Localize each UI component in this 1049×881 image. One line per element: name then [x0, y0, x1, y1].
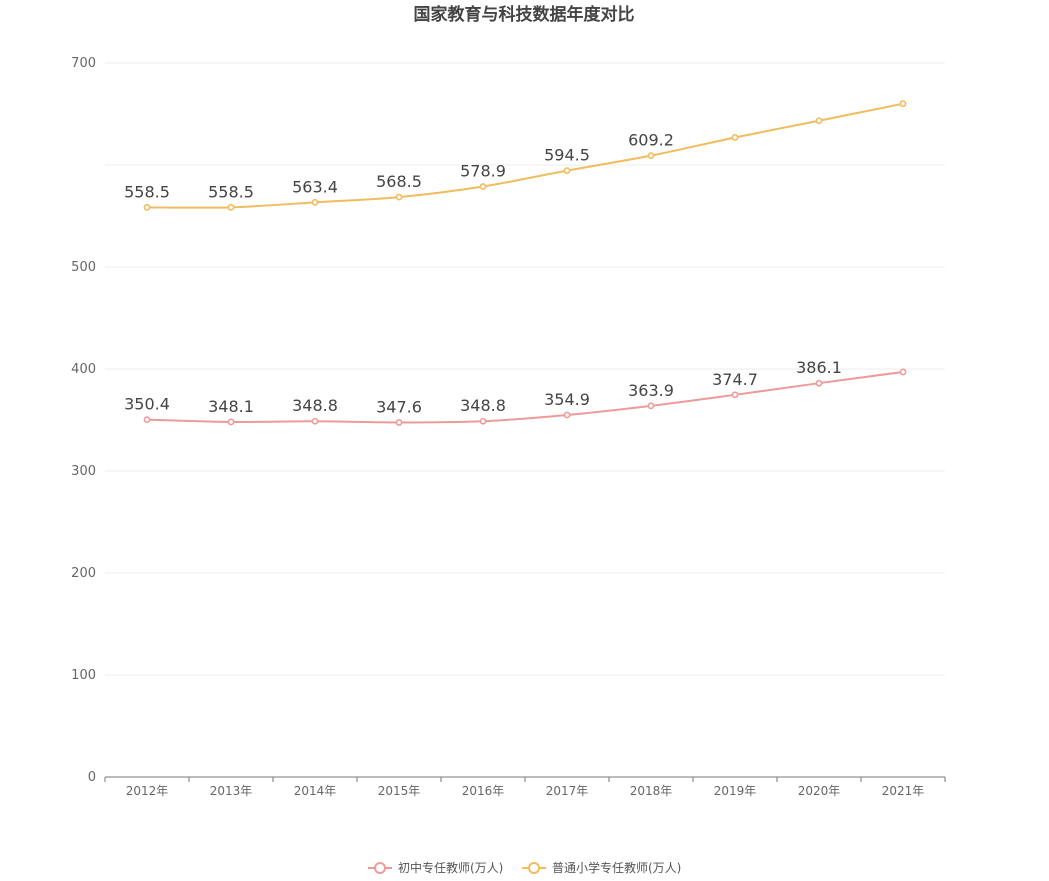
data-label: 386.1 [796, 358, 842, 377]
data-label: 568.5 [376, 172, 422, 191]
legend[interactable]: 初中专任教师(万人) 普通小学专任教师(万人) [368, 860, 681, 875]
data-point[interactable] [563, 167, 571, 175]
x-tick-label: 2012年 [126, 784, 169, 798]
data-label: 558.5 [124, 182, 170, 201]
x-tick-label: 2015年 [378, 784, 421, 798]
x-tick-label: 2017年 [546, 784, 589, 798]
data-point[interactable] [899, 368, 907, 376]
x-tick-label: 2018年 [630, 784, 673, 798]
data-point[interactable] [731, 134, 739, 141]
chart-title: 国家教育与科技数据年度对比 [414, 4, 635, 25]
axes: 0 100 200 300 400 500 700 2012年 2013年 2014年 2015年 2… [71, 56, 946, 798]
data-label: 374.7 [712, 370, 758, 389]
data-label: 354.9 [544, 390, 590, 409]
y-tick-label: 100 [71, 668, 96, 683]
y-tick-label: 200 [71, 566, 96, 581]
data-label: 563.4 [292, 177, 338, 196]
data-point[interactable] [647, 402, 655, 410]
data-point[interactable] [311, 198, 319, 206]
data-label: 363.9 [628, 381, 674, 400]
data-point[interactable] [815, 379, 823, 387]
y-tick-label: 0 [88, 770, 96, 785]
legend-label: 普通小学专任教师(万人) [552, 860, 681, 875]
data-point[interactable] [731, 391, 739, 399]
data-point[interactable] [563, 411, 571, 419]
series-line-2 [146, 102, 904, 209]
data-point[interactable] [143, 416, 151, 423]
data-point[interactable] [479, 417, 487, 425]
data-point[interactable] [647, 152, 655, 160]
data-label: 594.5 [544, 146, 590, 165]
y-tick-label: 500 [71, 260, 96, 275]
grid-lines [105, 62, 945, 676]
data-label: 347.6 [376, 397, 422, 416]
x-tick-label: 2019年 [714, 784, 757, 798]
y-tick-label: 700 [71, 56, 96, 71]
data-point[interactable] [395, 419, 403, 426]
data-point[interactable] [227, 203, 235, 211]
x-tick-label: 2014年 [294, 784, 337, 798]
data-point[interactable] [479, 183, 487, 190]
data-point[interactable] [227, 418, 235, 426]
y-tick-label: 400 [71, 362, 96, 377]
x-tick-label: 2021年 [882, 784, 925, 798]
data-point[interactable] [899, 100, 907, 108]
legend-item-2[interactable]: 普通小学专任教师(万人) [522, 860, 681, 875]
data-label: 348.8 [292, 396, 338, 415]
data-label: 348.1 [208, 397, 254, 416]
data-point[interactable] [311, 417, 319, 425]
x-tick-label: 2016年 [462, 784, 505, 798]
data-label: 578.9 [460, 162, 506, 181]
data-label: 348.8 [460, 396, 506, 415]
data-point[interactable] [143, 203, 151, 211]
series-line-1 [146, 370, 904, 424]
data-point[interactable] [815, 117, 823, 125]
data-label: 558.5 [208, 182, 254, 201]
data-point[interactable] [395, 193, 403, 201]
legend-label: 初中专任教师(万人) [398, 860, 503, 875]
data-labels: 350.4 348.1 348.8 347.6 348.8 354.9 363.9 374.7… [124, 131, 842, 417]
legend-circle-marker [374, 862, 386, 874]
x-tick-label: 2020年 [798, 784, 841, 798]
legend-circle-marker [528, 862, 540, 874]
legend-item-1[interactable]: 初中专任教师(万人) [368, 860, 503, 875]
x-tick-label: 2013年 [210, 784, 253, 798]
data-label: 609.2 [628, 131, 674, 150]
data-label: 350.4 [124, 395, 170, 414]
series-layer [143, 100, 907, 426]
y-tick-label: 300 [71, 464, 96, 479]
